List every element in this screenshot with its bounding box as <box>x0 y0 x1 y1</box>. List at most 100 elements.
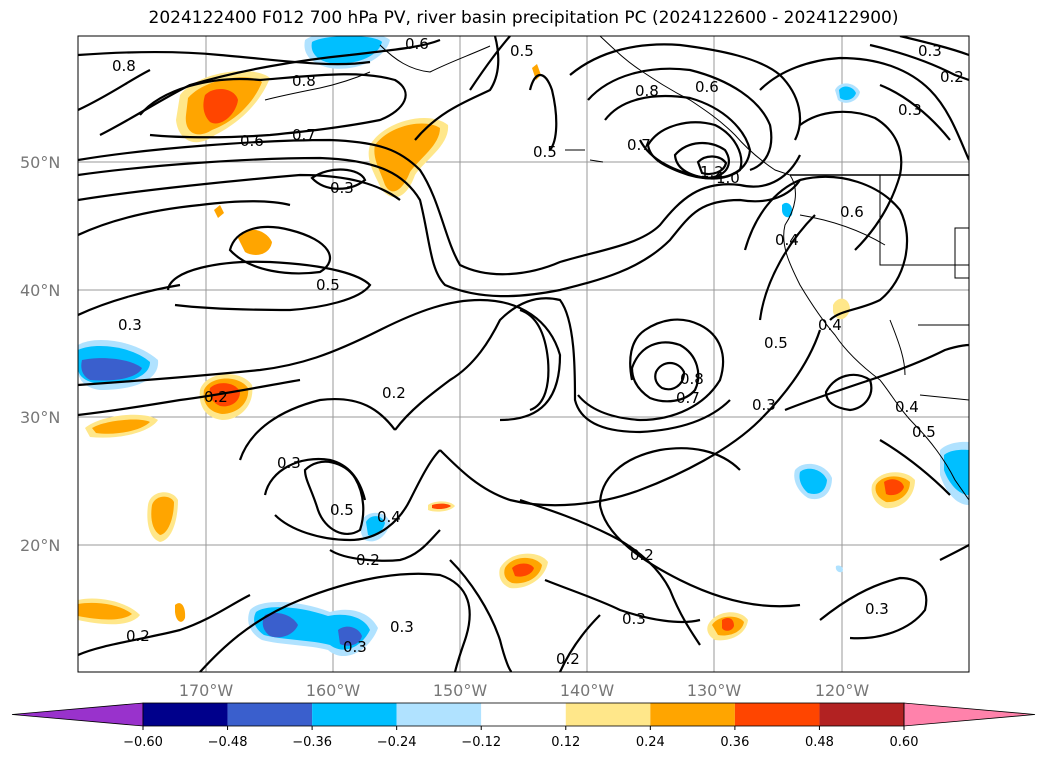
contour-label: 0.2 <box>940 68 964 86</box>
contour-label: 0.2 <box>630 546 654 564</box>
contour-label: 0.8 <box>635 82 659 100</box>
contour-label: 0.3 <box>343 638 367 656</box>
contour-label: 0.2 <box>382 384 406 402</box>
map-title: 2024122400 F012 700 hPa PV, river basin … <box>148 8 899 28</box>
contour-label: 0.4 <box>775 231 799 249</box>
precip-blob <box>214 205 224 218</box>
contour-label: 0.5 <box>533 143 557 161</box>
precip-blob <box>81 358 142 381</box>
colorbar-segment <box>819 703 904 726</box>
pv-contours <box>78 36 969 672</box>
contour-label: 0.3 <box>390 618 414 636</box>
contour-label: 0.8 <box>112 57 136 75</box>
precip-fill-layer <box>78 36 969 657</box>
contour-label: 0.5 <box>510 42 534 60</box>
contour-label: 0.6 <box>240 132 264 150</box>
colorbar-tick-label: −0.24 <box>377 735 417 750</box>
contour-label: 0.2 <box>126 627 150 645</box>
contour-label: 0.8 <box>680 370 704 388</box>
contour-label: 0.6 <box>840 203 864 221</box>
precip-blob <box>151 496 174 535</box>
colorbar-tick-label: 0.48 <box>805 735 834 750</box>
lon-label: 140°W <box>560 681 615 700</box>
contour-label: 0.3 <box>898 101 922 119</box>
contour-label: 0.5 <box>316 276 340 294</box>
colorbar-segment <box>734 703 820 726</box>
precip-blob <box>799 468 827 494</box>
precip-blob <box>884 479 904 496</box>
contour-label-group: 0.8 0.8 0.6 0.7 0.6 0.5 0.5 0.3 0.5 0.3 … <box>112 35 964 668</box>
precip-blob <box>209 383 240 407</box>
colorbar-tick-label: −0.12 <box>461 735 501 750</box>
precip-blob <box>835 565 843 573</box>
lat-label: 20°N <box>20 536 60 555</box>
colorbar-segment <box>481 703 566 726</box>
precip-blob <box>92 419 150 434</box>
precip-blob <box>782 202 793 218</box>
precip-blob <box>432 503 451 510</box>
lon-label: 150°W <box>433 681 488 700</box>
contour-label: 0.7 <box>627 136 651 154</box>
contour-label: 0.4 <box>377 508 401 526</box>
precip-blob <box>944 449 969 495</box>
colorbar-segment <box>565 703 651 726</box>
colorbar-tick-label: 0.24 <box>636 735 665 750</box>
lat-label: 50°N <box>20 153 60 172</box>
colorbar-segment <box>227 703 313 726</box>
contour-label: 0.2 <box>204 388 228 406</box>
colorbar-segment <box>396 703 482 726</box>
contour-label: 0.5 <box>330 501 354 519</box>
precip-blob <box>78 602 132 620</box>
colorbar-tick-label: −0.36 <box>292 735 332 750</box>
contour-label: 0.4 <box>818 316 842 334</box>
precip-blob <box>512 563 534 577</box>
contour-label: 0.8 <box>292 72 316 90</box>
precip-blob <box>175 603 186 622</box>
map-frame <box>77 35 970 673</box>
precip-blob <box>262 612 298 638</box>
lat-label: 30°N <box>20 408 60 427</box>
colorbar-tick-label: 0.36 <box>720 735 749 750</box>
precip-blob <box>338 626 362 646</box>
colorbar-outline <box>142 702 905 727</box>
lat-label: 40°N <box>20 281 60 300</box>
lon-label: 160°W <box>306 681 361 700</box>
lon-label: 170°W <box>179 681 234 700</box>
colorbar-tick-label: −0.48 <box>208 735 248 750</box>
map-content: 0.8 0.8 0.6 0.7 0.6 0.5 0.5 0.3 0.5 0.3 … <box>78 35 969 672</box>
contour-label: 0.7 <box>292 126 316 144</box>
contour-label: 0.3 <box>622 610 646 628</box>
lat-axis: 50°N 40°N 30°N 20°N <box>20 153 60 555</box>
colorbar-extend-low <box>11 702 144 727</box>
contour-label: 0.3 <box>330 179 354 197</box>
colorbar-segment <box>143 703 228 726</box>
colorbar-segment <box>312 703 397 726</box>
lon-label: 120°W <box>815 681 870 700</box>
coastlines <box>264 36 969 501</box>
precip-blob <box>366 516 385 536</box>
lon-axis: 170°W 160°W 150°W 140°W 130°W 120°W <box>179 681 870 700</box>
contour-label: 1.0 <box>716 169 740 187</box>
colorbar-extend-high <box>903 702 1036 727</box>
contour-label: 0.4 <box>895 398 919 416</box>
contour-label: 0.3 <box>118 316 142 334</box>
contour-label: 0.3 <box>918 42 942 60</box>
colorbar: −0.60 −0.48 −0.36 −0.24 −0.12 0.12 0.24 0.36 0.4… <box>11 702 1036 750</box>
contour-label: 0.5 <box>912 423 936 441</box>
precip-blob <box>839 86 856 101</box>
contour-label: 0.6 <box>695 78 719 96</box>
contour-label: 0.2 <box>356 551 380 569</box>
contour-label: 0.5 <box>764 334 788 352</box>
contour-label: 0.7 <box>676 389 700 407</box>
contour-label: 0.6 <box>405 35 429 53</box>
colorbar-tick-label: 0.60 <box>890 735 919 750</box>
precip-blob <box>722 618 734 631</box>
colorbar-segment <box>650 703 735 726</box>
contour-label: 1.2 <box>700 163 724 181</box>
precip-blob <box>203 88 238 124</box>
contour-label: 0.3 <box>752 396 776 414</box>
precip-blob <box>238 229 272 255</box>
contour-label: 0.3 <box>277 454 301 472</box>
contour-label: 0.2 <box>556 650 580 668</box>
